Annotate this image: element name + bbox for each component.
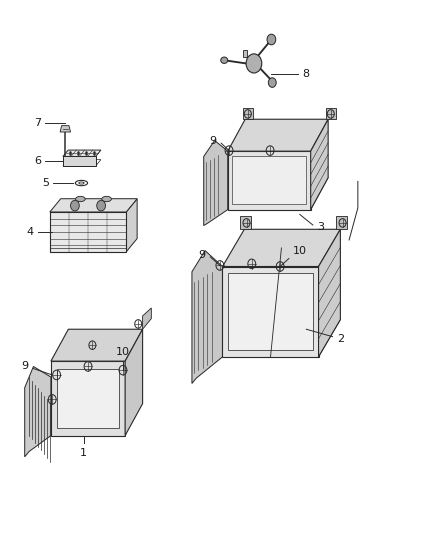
- Text: 6: 6: [34, 156, 41, 166]
- Polygon shape: [143, 308, 151, 329]
- Polygon shape: [228, 119, 328, 151]
- Polygon shape: [192, 251, 223, 383]
- Polygon shape: [57, 369, 119, 427]
- Text: 10: 10: [116, 347, 130, 357]
- Polygon shape: [311, 119, 328, 209]
- Polygon shape: [318, 229, 340, 357]
- Polygon shape: [126, 199, 137, 252]
- Text: 9: 9: [198, 250, 205, 260]
- Ellipse shape: [76, 196, 85, 201]
- Ellipse shape: [221, 57, 228, 63]
- Polygon shape: [243, 108, 253, 119]
- Text: 3: 3: [317, 222, 324, 232]
- Polygon shape: [326, 108, 336, 119]
- Polygon shape: [51, 361, 125, 435]
- Text: 1: 1: [80, 448, 87, 458]
- Polygon shape: [50, 199, 137, 212]
- Text: 2: 2: [337, 334, 344, 344]
- Polygon shape: [125, 329, 143, 435]
- Text: 9: 9: [21, 361, 28, 372]
- Text: 8: 8: [302, 69, 309, 79]
- Polygon shape: [204, 141, 228, 225]
- Polygon shape: [228, 151, 311, 209]
- Ellipse shape: [102, 196, 111, 201]
- Polygon shape: [223, 229, 340, 266]
- Circle shape: [267, 34, 276, 45]
- Polygon shape: [51, 329, 143, 361]
- Polygon shape: [63, 150, 101, 157]
- Circle shape: [71, 200, 79, 211]
- Polygon shape: [232, 157, 306, 204]
- Text: 9: 9: [209, 136, 216, 146]
- Polygon shape: [60, 126, 71, 132]
- Polygon shape: [336, 216, 347, 229]
- Polygon shape: [240, 216, 251, 229]
- Text: 10: 10: [293, 246, 307, 256]
- Circle shape: [246, 54, 262, 73]
- Circle shape: [268, 78, 276, 87]
- Polygon shape: [25, 367, 51, 457]
- Polygon shape: [50, 212, 126, 252]
- Text: 4: 4: [26, 227, 33, 237]
- Circle shape: [97, 200, 106, 211]
- Polygon shape: [223, 266, 318, 357]
- Polygon shape: [243, 50, 247, 57]
- Text: 5: 5: [42, 178, 49, 188]
- Polygon shape: [228, 273, 313, 351]
- Polygon shape: [63, 157, 95, 166]
- Text: 7: 7: [34, 118, 41, 128]
